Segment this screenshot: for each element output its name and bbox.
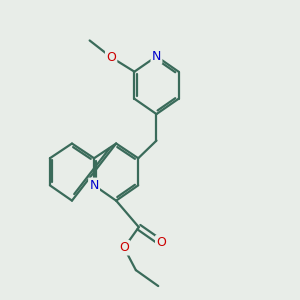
Text: N: N (152, 50, 161, 63)
Text: N: N (89, 179, 99, 192)
Text: O: O (106, 51, 116, 64)
Text: O: O (156, 236, 166, 249)
Text: O: O (119, 241, 129, 254)
